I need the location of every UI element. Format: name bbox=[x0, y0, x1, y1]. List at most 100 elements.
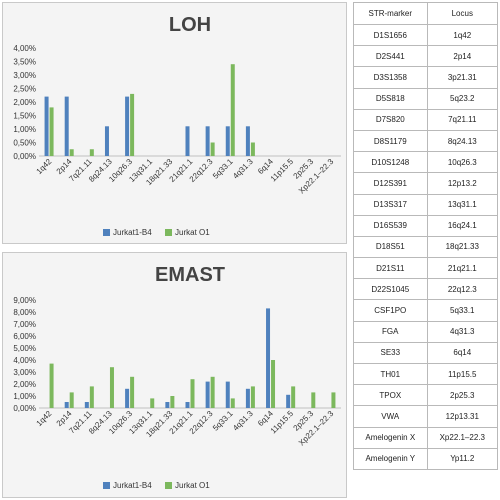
locus-cell: 8q24.13 bbox=[426, 129, 499, 153]
x-tick-label: 11p15.5 bbox=[269, 157, 296, 184]
bar-jurkat-o1 bbox=[250, 142, 255, 156]
y-tick-label: 4,00% bbox=[13, 44, 36, 53]
bar-jurkat-o1 bbox=[311, 392, 316, 408]
table-row: D13S317 13q31.1 bbox=[353, 193, 499, 216]
y-tick-label: 6,00% bbox=[13, 332, 36, 341]
table-row: D2S441 2p14 bbox=[353, 45, 499, 68]
x-tick-label: 5q33.1 bbox=[211, 157, 235, 181]
str-marker-table: STR-marker Locus D1S1656 1q42 D2S441 2p14 D3… bbox=[353, 2, 499, 470]
table-row: D18S51 18q21.33 bbox=[353, 235, 499, 259]
locus-cell: Xp22.1–22.3 bbox=[426, 426, 499, 449]
legend-label: Jurkat O1 bbox=[175, 481, 210, 490]
chart-title: EMAST bbox=[155, 264, 225, 286]
str-marker-cell: VWA bbox=[353, 405, 428, 428]
table-row: Amelogenin X Xp22.1–22.3 bbox=[353, 426, 499, 449]
y-tick-label: 2,50% bbox=[13, 85, 36, 94]
table-row: TH01 11p15.5 bbox=[353, 362, 499, 386]
locus-cell: 5q23.2 bbox=[426, 87, 499, 110]
table-row: D22S1045 22q12.3 bbox=[353, 278, 499, 301]
bar-jurkat-o1 bbox=[291, 386, 296, 408]
table-row: D8S1179 8q24.13 bbox=[353, 129, 499, 153]
bar-jurkat1-b4 bbox=[245, 388, 250, 408]
str-marker-cell: CSF1PO bbox=[353, 299, 428, 322]
table-row: D3S1358 3p21.31 bbox=[353, 66, 499, 89]
bar-jurkat-o1 bbox=[89, 386, 94, 408]
bar-jurkat1-b4 bbox=[104, 126, 109, 156]
y-tick-label: 8,00% bbox=[13, 308, 36, 317]
bar-jurkat-o1 bbox=[210, 376, 215, 408]
y-tick-label: 0,50% bbox=[13, 139, 36, 148]
str-marker-cell: D1S1656 bbox=[353, 23, 428, 47]
str-marker-cell: D16S539 bbox=[353, 214, 428, 237]
y-tick-label: 1,00% bbox=[13, 125, 36, 134]
str-marker-cell: TH01 bbox=[353, 362, 428, 386]
x-tick-label: 22q12.3 bbox=[188, 157, 215, 184]
bar-jurkat1-b4 bbox=[205, 126, 210, 156]
header-locus: Locus bbox=[426, 2, 499, 25]
y-tick-label: 9,00% bbox=[13, 296, 36, 305]
bar-jurkat1-b4 bbox=[64, 402, 69, 408]
locus-cell: 2p25.3 bbox=[426, 384, 499, 407]
bar-jurkat-o1 bbox=[170, 396, 175, 408]
x-tick-label: 11p15.5 bbox=[269, 409, 296, 436]
str-marker-cell: D2S441 bbox=[353, 45, 428, 68]
str-marker-cell: D5S818 bbox=[353, 87, 428, 110]
bar-jurkat1-b4 bbox=[125, 96, 130, 156]
locus-cell: 13q31.1 bbox=[426, 193, 499, 216]
bar-jurkat-o1 bbox=[69, 149, 74, 156]
chart-title: LOH bbox=[169, 14, 211, 36]
y-tick-label: 2,00% bbox=[13, 380, 36, 389]
locus-cell: 4q31.3 bbox=[426, 320, 499, 343]
y-tick-label: 3,00% bbox=[13, 71, 36, 80]
y-tick-label: 4,00% bbox=[13, 356, 36, 365]
bar-jurkat1-b4 bbox=[205, 381, 210, 408]
bar-jurkat1-b4 bbox=[125, 388, 130, 408]
locus-cell: 3p21.31 bbox=[426, 66, 499, 89]
bar-jurkat1-b4 bbox=[225, 126, 230, 156]
locus-cell: 7q21.11 bbox=[426, 108, 499, 131]
bar-jurkat1-b4 bbox=[44, 96, 49, 156]
locus-cell: 16q24.1 bbox=[426, 214, 499, 237]
y-tick-label: 2,00% bbox=[13, 98, 36, 107]
bar-jurkat-o1 bbox=[109, 367, 114, 408]
bar-jurkat-o1 bbox=[190, 379, 195, 408]
table-row: FGA 4q31.3 bbox=[353, 320, 499, 343]
str-marker-cell: D3S1358 bbox=[353, 66, 428, 89]
bar-jurkat-o1 bbox=[230, 398, 235, 408]
bar-jurkat1-b4 bbox=[185, 126, 190, 156]
str-marker-cell: D12S391 bbox=[353, 172, 428, 195]
legend-swatch bbox=[165, 482, 172, 489]
loh-chart-panel: LOH 0,00% 0,50% 1,00% 1,50% 2,00% 2,50% 3,00% 3,… bbox=[2, 2, 347, 244]
legend-label: Jurkat O1 bbox=[175, 228, 210, 237]
x-tick-label: 4q31.3 bbox=[231, 409, 255, 433]
legend-label: Jurkat1-B4 bbox=[113, 228, 152, 237]
bar-jurkat-o1 bbox=[130, 376, 135, 408]
table-row: CSF1PO 5q33.1 bbox=[353, 299, 499, 322]
bar-jurkat-o1 bbox=[210, 142, 215, 156]
bar-jurkat1-b4 bbox=[286, 394, 291, 408]
y-tick-label: 3,00% bbox=[13, 368, 36, 377]
locus-cell: 5q33.1 bbox=[426, 299, 499, 322]
str-marker-cell: SE33 bbox=[353, 341, 428, 365]
y-tick-label: 5,00% bbox=[13, 344, 36, 353]
str-marker-cell: D7S820 bbox=[353, 108, 428, 131]
bar-jurkat-o1 bbox=[150, 398, 155, 408]
header-str-marker: STR-marker bbox=[353, 2, 428, 25]
bar-jurkat-o1 bbox=[331, 392, 336, 408]
table-row: D12S391 12p13.2 bbox=[353, 172, 499, 195]
str-marker-cell: TPOX bbox=[353, 384, 428, 407]
y-tick-label: 7,00% bbox=[13, 320, 36, 329]
bar-jurkat-o1 bbox=[49, 107, 54, 156]
locus-cell: 22q12.3 bbox=[426, 278, 499, 301]
table-header-row: STR-marker Locus bbox=[353, 2, 499, 25]
locus-cell: 10q26.3 bbox=[426, 151, 499, 174]
str-marker-cell: D8S1179 bbox=[353, 129, 428, 153]
emast-chart-panel: EMAST 0,00% 1,00% 2,00% 3,00% 4,00% 5,00% 6,00%… bbox=[2, 252, 347, 498]
legend-label: Jurkat1-B4 bbox=[113, 481, 152, 490]
bar-jurkat1-b4 bbox=[245, 126, 250, 156]
str-marker-cell: D13S317 bbox=[353, 193, 428, 216]
bar-jurkat-o1 bbox=[250, 386, 255, 408]
x-tick-label: 22q12.3 bbox=[188, 409, 215, 436]
table-row: Amelogenin Y Yp11.2 bbox=[353, 447, 499, 470]
locus-cell: Yp11.2 bbox=[426, 447, 499, 470]
